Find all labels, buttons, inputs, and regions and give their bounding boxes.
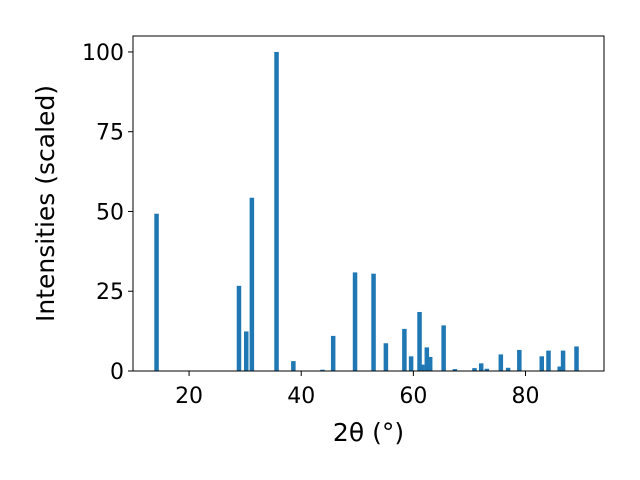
bar-10	[383, 343, 389, 371]
x-tick-label-3: 80	[512, 384, 540, 409]
bar-27	[557, 366, 562, 371]
y-tick-label-2: 50	[96, 200, 124, 225]
y-tick-label-0: 0	[110, 360, 124, 385]
bar-0	[154, 213, 159, 371]
bar-21	[484, 368, 490, 371]
x-tick-label-0: 20	[175, 384, 203, 409]
bar-29	[574, 346, 579, 371]
bar-3	[249, 197, 255, 371]
bar-7	[330, 335, 336, 371]
bar-1	[236, 285, 242, 371]
bar-14	[420, 364, 425, 371]
bar-12	[408, 356, 414, 371]
bar-20	[478, 363, 484, 371]
bar-13	[417, 311, 422, 371]
bar-8	[352, 272, 358, 371]
x-tick-label-2: 60	[399, 384, 427, 409]
y-tick-label-3: 75	[96, 121, 124, 146]
bar-series	[154, 51, 579, 371]
bar-2	[244, 331, 249, 371]
y-axis-label: Intensities (scaled)	[31, 85, 60, 322]
bar-5	[291, 361, 296, 371]
x-axis-label: 2θ (°)	[333, 418, 404, 447]
bar-9	[371, 273, 376, 371]
bar-18	[452, 369, 458, 371]
bar-17	[441, 325, 446, 371]
bar-6	[320, 369, 325, 371]
bar-15	[424, 347, 430, 371]
bar-26	[546, 350, 551, 371]
bar-4	[274, 51, 279, 371]
bar-25	[539, 356, 545, 371]
bar-22	[498, 354, 504, 371]
bar-23	[505, 367, 511, 371]
bar-28	[560, 350, 566, 371]
y-axis-ticks: 0 25 50 75 100	[82, 41, 133, 385]
y-tick-label-1: 25	[96, 280, 124, 305]
bar-19	[472, 368, 477, 371]
bar-24	[517, 349, 522, 371]
x-axis-ticks: 20 40 60 80	[175, 371, 540, 409]
bar-16	[427, 356, 433, 371]
plot-frame	[132, 35, 605, 372]
bar-11	[402, 328, 407, 371]
x-tick-label-1: 40	[287, 384, 315, 409]
y-tick-label-4: 100	[82, 41, 124, 66]
